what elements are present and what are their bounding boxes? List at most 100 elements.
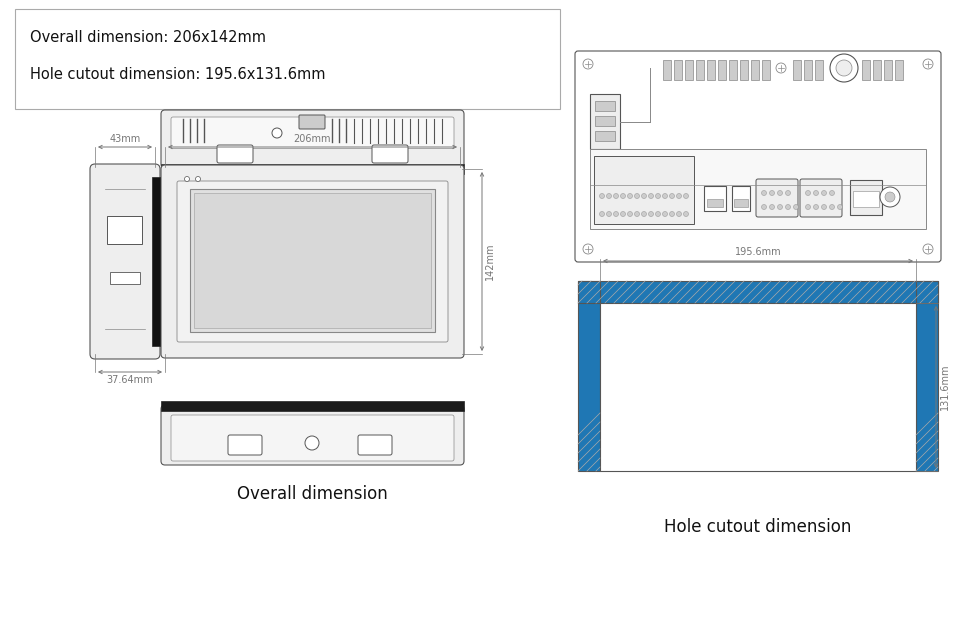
- Text: 43mm: 43mm: [109, 134, 141, 144]
- Circle shape: [676, 212, 681, 217]
- Circle shape: [305, 436, 319, 450]
- Circle shape: [885, 192, 895, 202]
- Circle shape: [836, 60, 852, 76]
- FancyBboxPatch shape: [90, 164, 160, 359]
- Bar: [873, 60, 881, 80]
- Bar: [804, 60, 812, 80]
- Circle shape: [272, 128, 282, 138]
- Bar: [15, 9, 560, 109]
- Bar: [152, 177, 160, 346]
- Circle shape: [642, 194, 647, 199]
- Circle shape: [606, 194, 611, 199]
- Bar: [850, 180, 882, 215]
- Text: 131.6mm: 131.6mm: [940, 364, 950, 410]
- Bar: [707, 60, 715, 80]
- FancyBboxPatch shape: [575, 51, 941, 262]
- Bar: [762, 60, 770, 80]
- Circle shape: [583, 59, 593, 69]
- Bar: [729, 60, 737, 80]
- Circle shape: [676, 194, 681, 199]
- Circle shape: [923, 59, 933, 69]
- Circle shape: [778, 204, 783, 209]
- Circle shape: [769, 191, 774, 196]
- FancyBboxPatch shape: [217, 145, 253, 163]
- Bar: [916, 303, 938, 471]
- Circle shape: [655, 212, 660, 217]
- Circle shape: [642, 212, 647, 217]
- Circle shape: [830, 191, 834, 196]
- Circle shape: [663, 212, 668, 217]
- Circle shape: [655, 194, 660, 199]
- Bar: [595, 131, 615, 141]
- Bar: [916, 281, 938, 471]
- Bar: [674, 60, 682, 80]
- Circle shape: [762, 204, 766, 209]
- Text: 37.64mm: 37.64mm: [106, 375, 153, 385]
- Circle shape: [822, 191, 827, 196]
- Bar: [161, 401, 464, 411]
- Bar: [578, 281, 938, 303]
- FancyBboxPatch shape: [800, 179, 842, 217]
- Bar: [578, 303, 600, 471]
- FancyBboxPatch shape: [171, 117, 454, 149]
- Text: Hole cutout dimension: Hole cutout dimension: [664, 518, 852, 536]
- Circle shape: [606, 212, 611, 217]
- Circle shape: [613, 194, 619, 199]
- Circle shape: [830, 54, 858, 82]
- Circle shape: [822, 204, 827, 209]
- Bar: [161, 164, 464, 174]
- Bar: [190, 189, 435, 332]
- Circle shape: [600, 212, 604, 217]
- Bar: [600, 303, 916, 471]
- Bar: [595, 116, 615, 126]
- Circle shape: [649, 212, 653, 217]
- Circle shape: [806, 191, 810, 196]
- FancyBboxPatch shape: [358, 435, 392, 455]
- Bar: [194, 193, 431, 328]
- Circle shape: [837, 204, 842, 209]
- Circle shape: [786, 204, 790, 209]
- Circle shape: [683, 194, 689, 199]
- FancyBboxPatch shape: [171, 415, 454, 461]
- Circle shape: [778, 191, 783, 196]
- Bar: [590, 94, 620, 149]
- Bar: [734, 199, 748, 207]
- Circle shape: [776, 63, 786, 73]
- Circle shape: [649, 194, 653, 199]
- FancyBboxPatch shape: [372, 145, 408, 163]
- Bar: [793, 60, 801, 80]
- Circle shape: [634, 194, 640, 199]
- Circle shape: [663, 194, 668, 199]
- Text: Hole cutout dimension: 195.6x131.6mm: Hole cutout dimension: 195.6x131.6mm: [30, 66, 326, 82]
- FancyBboxPatch shape: [228, 435, 262, 455]
- Bar: [732, 186, 750, 211]
- Bar: [110, 272, 140, 284]
- Circle shape: [923, 244, 933, 254]
- Bar: [578, 281, 938, 471]
- Circle shape: [786, 191, 790, 196]
- Bar: [685, 60, 693, 80]
- Bar: [740, 60, 748, 80]
- Circle shape: [185, 176, 190, 181]
- Circle shape: [813, 204, 818, 209]
- Bar: [704, 186, 726, 211]
- Circle shape: [634, 212, 640, 217]
- Circle shape: [613, 212, 619, 217]
- Text: 142mm: 142mm: [485, 243, 495, 280]
- Text: 206mm: 206mm: [294, 134, 331, 144]
- Bar: [578, 281, 600, 471]
- FancyBboxPatch shape: [161, 405, 464, 465]
- Bar: [718, 60, 726, 80]
- Circle shape: [670, 212, 674, 217]
- Circle shape: [793, 204, 799, 209]
- FancyBboxPatch shape: [161, 110, 464, 168]
- Bar: [595, 101, 615, 111]
- Circle shape: [806, 204, 810, 209]
- Bar: [815, 60, 823, 80]
- Circle shape: [670, 194, 674, 199]
- Bar: [663, 60, 671, 80]
- Bar: [578, 281, 938, 303]
- Circle shape: [627, 212, 632, 217]
- Circle shape: [621, 212, 626, 217]
- Text: Overall dimension: Overall dimension: [237, 485, 387, 503]
